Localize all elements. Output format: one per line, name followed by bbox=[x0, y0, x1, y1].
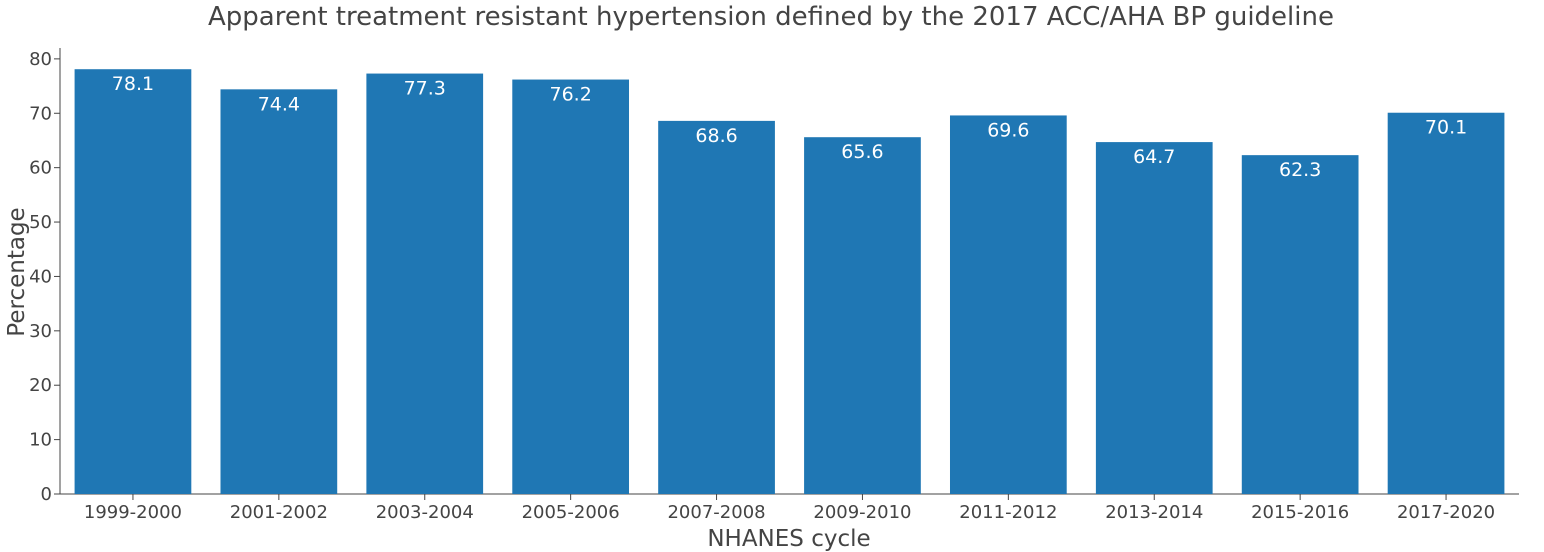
bar-value-label: 62.3 bbox=[1279, 159, 1321, 181]
y-tick-label: 10 bbox=[29, 430, 52, 451]
bar-value-label: 78.1 bbox=[112, 73, 154, 95]
y-tick-label: 70 bbox=[29, 103, 52, 124]
x-tick-label: 2015-2016 bbox=[1251, 502, 1349, 523]
y-tick-label: 0 bbox=[41, 484, 52, 505]
bar-value-label: 69.6 bbox=[987, 119, 1029, 141]
y-tick-label: 40 bbox=[29, 266, 52, 287]
y-axis-title: Percentage bbox=[4, 207, 30, 336]
x-tick-label: 2005-2006 bbox=[522, 502, 620, 523]
x-tick-label: 2009-2010 bbox=[813, 502, 911, 523]
bar-value-label: 74.4 bbox=[258, 93, 300, 115]
bar bbox=[366, 73, 484, 494]
bars: 78.1 74.4 77.3 76.2 68.6 65.6 69.6 64.7 62.3 70.1 bbox=[74, 69, 1505, 495]
bar-value-label: 77.3 bbox=[404, 78, 446, 100]
y-tick-label: 30 bbox=[29, 321, 52, 342]
y-tick-label: 80 bbox=[29, 49, 52, 70]
x-tick-label: 2013-2014 bbox=[1105, 502, 1203, 523]
bar bbox=[512, 79, 630, 495]
x-tick-label: 2011-2012 bbox=[959, 502, 1057, 523]
x-tick-label: 2017-2020 bbox=[1397, 502, 1495, 523]
y-tick-label: 50 bbox=[29, 212, 52, 233]
bar-value-label: 65.6 bbox=[841, 141, 883, 163]
bar-value-label: 70.1 bbox=[1425, 117, 1467, 139]
x-tick-label: 1999-2000 bbox=[84, 502, 182, 523]
bar bbox=[74, 69, 192, 495]
y-tick-label: 60 bbox=[29, 158, 52, 179]
bar bbox=[1095, 142, 1213, 494]
bar bbox=[220, 89, 338, 495]
bar bbox=[804, 137, 921, 494]
bar-value-label: 76.2 bbox=[549, 84, 591, 106]
chart-title: Apparent treatment resistant hypertensio… bbox=[208, 2, 1334, 32]
x-axis-title: NHANES cycle bbox=[707, 526, 870, 552]
bar bbox=[658, 120, 775, 494]
x-tick-label: 2001-2002 bbox=[230, 502, 328, 523]
bar-value-label: 64.7 bbox=[1133, 146, 1175, 168]
x-tick-label: 2003-2004 bbox=[376, 502, 474, 523]
bar bbox=[1241, 155, 1359, 494]
x-axis-ticks: 1999-2000 2001-2002 2003-2004 2005-2006 2007… bbox=[84, 494, 1495, 523]
bar-value-label: 68.6 bbox=[695, 125, 737, 147]
y-axis-ticks: 0 10 20 30 40 50 60 70 80 bbox=[29, 49, 60, 505]
y-tick-label: 20 bbox=[29, 375, 52, 396]
x-tick-label: 2007-2008 bbox=[667, 502, 765, 523]
bar bbox=[1387, 112, 1505, 494]
bar bbox=[949, 115, 1067, 494]
